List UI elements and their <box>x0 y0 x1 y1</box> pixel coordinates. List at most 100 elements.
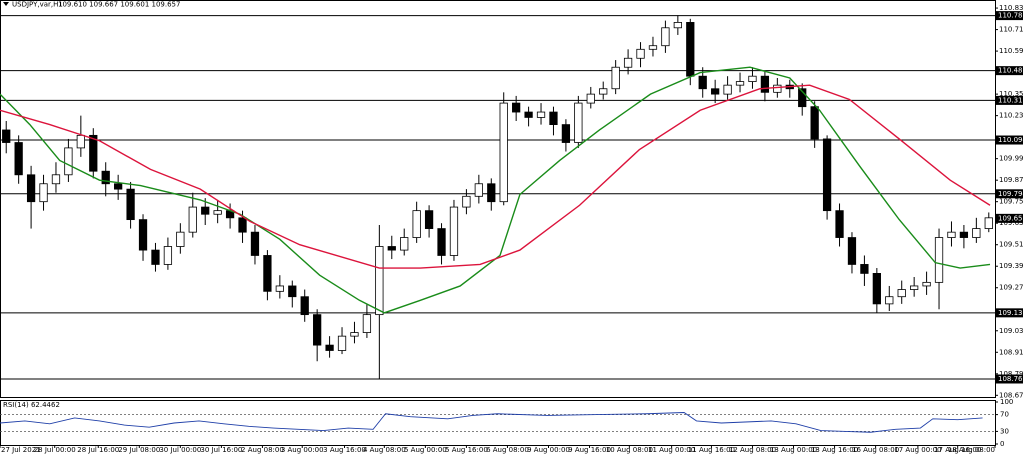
candle-body <box>934 237 944 283</box>
level-label: 110.094 <box>998 136 1024 144</box>
candle-body <box>748 75 757 82</box>
current-price-box <box>996 213 1023 223</box>
level-label-box <box>996 66 1023 76</box>
candle-body <box>922 281 931 287</box>
y-tick-label: 110.350 <box>999 90 1024 98</box>
candle-body <box>138 219 148 251</box>
moving-average <box>0 84 991 269</box>
candle-body <box>661 27 670 47</box>
candle-body <box>201 206 210 215</box>
candle-body <box>462 195 471 208</box>
candle-body <box>39 183 48 203</box>
menu-triangle <box>3 2 9 6</box>
candle-body <box>735 81 745 86</box>
y-tick-label: 109.630 <box>999 219 1024 227</box>
level-label: 109.130 <box>998 309 1024 317</box>
candle-body <box>437 228 446 256</box>
x-tick-label: 12 Aug 08:00 <box>729 446 776 454</box>
x-tick-label: 11 Aug 16:00 <box>688 446 735 454</box>
candle-body <box>686 22 695 77</box>
candle-body <box>512 102 521 113</box>
candle-body <box>959 231 969 238</box>
x-tick-label: 9 Aug 16:00 <box>568 446 611 454</box>
y-tick-label: 109.270 <box>999 284 1024 292</box>
rsi-tick-label: 30 <box>1000 427 1009 435</box>
level-label: 110.315 <box>998 96 1024 104</box>
candle-body <box>798 88 807 108</box>
candle-body <box>586 93 595 104</box>
candle-body <box>773 84 782 93</box>
x-tick-label: 10 Aug 08:00 <box>606 446 653 454</box>
candle-body <box>64 147 73 176</box>
candle-body <box>561 124 571 143</box>
candle-body <box>599 88 608 95</box>
candle-body <box>250 231 260 256</box>
x-tick-label: 2 Aug 08:00 <box>241 446 284 454</box>
y-tick-label: 110.590 <box>999 47 1024 55</box>
candle-body <box>872 273 881 305</box>
candle-body <box>2 129 11 143</box>
candle-body <box>313 314 322 346</box>
level-label-box <box>996 11 1023 21</box>
candle-body <box>412 210 421 238</box>
current-price-label: 109.657 <box>998 214 1024 222</box>
rsi-line <box>0 412 983 433</box>
candle-body <box>449 206 459 256</box>
y-tick-label: 109.870 <box>999 176 1024 184</box>
candle-body <box>424 210 434 229</box>
candle-body <box>499 102 508 203</box>
x-tick-label: 5 Aug 16:00 <box>445 446 488 454</box>
symbol-title: USDJPY,var,H1 <box>12 1 63 9</box>
candle-body <box>325 344 334 351</box>
x-tick-label: 18 Aug 08:00 <box>948 446 995 454</box>
y-tick-label: 109.750 <box>999 198 1024 206</box>
candle-body <box>387 246 396 251</box>
candle-body <box>275 285 284 292</box>
candle-body <box>611 66 620 90</box>
candle-body <box>288 285 297 298</box>
candle-body <box>300 296 309 316</box>
rsi-label: RSI(14) 62.4462 <box>3 401 60 409</box>
candle-body <box>947 231 956 238</box>
candle-body <box>972 228 981 238</box>
level-label-box <box>996 95 1023 105</box>
candle-body <box>188 206 197 233</box>
candle-body <box>114 183 123 190</box>
candle-body <box>910 285 919 290</box>
y-tick-label: 108.910 <box>999 348 1024 356</box>
level-label: 110.788 <box>998 12 1024 20</box>
candle-body <box>362 314 372 333</box>
main-frame <box>0 0 996 398</box>
candle-body <box>524 111 533 118</box>
y-tick-label: 109.990 <box>999 155 1024 163</box>
candle-body <box>89 134 98 172</box>
candle-body <box>984 217 993 229</box>
candle-body <box>176 231 185 247</box>
level-label-box <box>996 189 1023 199</box>
candle-body <box>835 210 844 238</box>
level-label: 110.481 <box>998 67 1024 75</box>
candle-body <box>487 183 496 203</box>
y-tick-label: 109.030 <box>999 327 1024 335</box>
x-tick-label: 29 Jul 08:00 <box>118 446 160 454</box>
candle-body <box>26 174 36 203</box>
ohlc-text: 109.610 109.667 109.601 109.657 <box>58 1 180 9</box>
x-tick-label: 5 Aug 00:00 <box>404 446 447 454</box>
candle-body <box>636 48 645 59</box>
candle-body <box>648 45 658 50</box>
level-label-box <box>996 374 1023 384</box>
x-tick-label: 13 Aug 00:00 <box>770 446 817 454</box>
level-label: 109.794 <box>998 190 1024 198</box>
y-tick-label: 109.390 <box>999 262 1024 270</box>
candle-body <box>350 332 359 337</box>
candle-body <box>822 138 832 212</box>
candle-body <box>51 174 61 185</box>
y-tick-label: 110.230 <box>999 112 1024 120</box>
level-label-box <box>996 308 1023 318</box>
level-label: 108.761 <box>998 375 1024 383</box>
candle-body <box>810 106 819 140</box>
candle-body <box>623 57 633 68</box>
x-tick-label: 17 Aug 16:00 <box>934 446 981 454</box>
